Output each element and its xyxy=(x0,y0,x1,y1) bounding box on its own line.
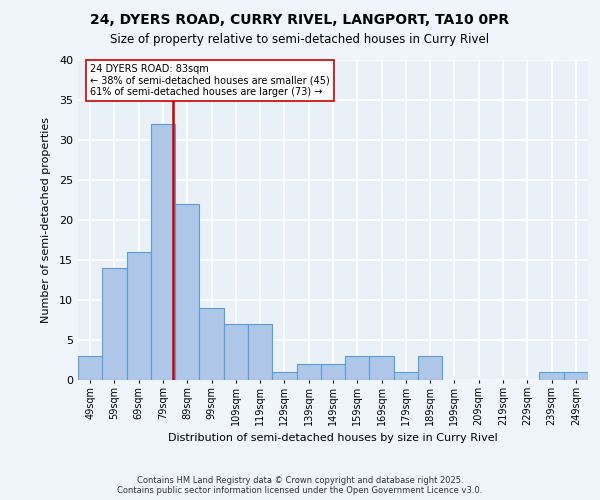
Bar xyxy=(345,356,370,380)
X-axis label: Distribution of semi-detached houses by size in Curry Rivel: Distribution of semi-detached houses by … xyxy=(168,434,498,444)
Y-axis label: Number of semi-detached properties: Number of semi-detached properties xyxy=(41,117,50,323)
Bar xyxy=(78,356,102,380)
Bar xyxy=(102,268,127,380)
Bar xyxy=(370,356,394,380)
Text: Size of property relative to semi-detached houses in Curry Rivel: Size of property relative to semi-detach… xyxy=(110,32,490,46)
Bar xyxy=(296,364,321,380)
Bar xyxy=(321,364,345,380)
Bar xyxy=(151,124,175,380)
Bar xyxy=(394,372,418,380)
Bar xyxy=(418,356,442,380)
Bar xyxy=(199,308,224,380)
Text: Contains HM Land Registry data © Crown copyright and database right 2025.
Contai: Contains HM Land Registry data © Crown c… xyxy=(118,476,482,495)
Text: 24, DYERS ROAD, CURRY RIVEL, LANGPORT, TA10 0PR: 24, DYERS ROAD, CURRY RIVEL, LANGPORT, T… xyxy=(91,12,509,26)
Bar xyxy=(248,324,272,380)
Bar xyxy=(175,204,199,380)
Bar xyxy=(224,324,248,380)
Bar xyxy=(272,372,296,380)
Bar xyxy=(564,372,588,380)
Text: 24 DYERS ROAD: 83sqm
← 38% of semi-detached houses are smaller (45)
61% of semi-: 24 DYERS ROAD: 83sqm ← 38% of semi-detac… xyxy=(90,64,330,97)
Bar xyxy=(127,252,151,380)
Bar xyxy=(539,372,564,380)
